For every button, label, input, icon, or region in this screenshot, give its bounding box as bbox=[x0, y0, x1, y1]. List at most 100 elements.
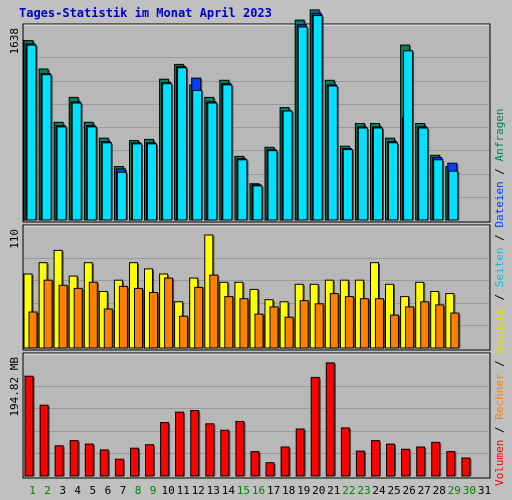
bar-rechner-day-24 bbox=[375, 298, 384, 349]
legend-part-8: Dateien bbox=[493, 181, 506, 227]
x-tick-label-20: 20 bbox=[312, 484, 325, 497]
bar-volumen-day-28 bbox=[431, 441, 441, 477]
chart-title: Tages-Statistik im Monat April 2023 bbox=[19, 6, 272, 20]
legend-part-7: / bbox=[493, 228, 506, 248]
bar-rechner-day-7 bbox=[118, 285, 128, 349]
bar-rechner-day-21 bbox=[329, 293, 339, 349]
bar-rechner-day-26 bbox=[405, 306, 415, 349]
bar-rechner-day-18 bbox=[284, 316, 294, 349]
bar-seiten-day-2 bbox=[41, 74, 52, 221]
bar-volumen-day-18 bbox=[280, 446, 290, 477]
x-tick-label-23: 23 bbox=[357, 484, 370, 497]
bar-rechner-day-13 bbox=[209, 274, 219, 349]
series-rechner bbox=[28, 274, 461, 349]
bar-volumen-day-8 bbox=[130, 447, 139, 477]
bar-seiten-day-12 bbox=[192, 90, 203, 221]
bar-volumen-day-22 bbox=[340, 427, 350, 477]
bar-rechner-day-25 bbox=[390, 314, 399, 349]
x-tick-label-10: 10 bbox=[161, 484, 174, 497]
bar-volumen-day-4 bbox=[69, 440, 79, 477]
bar-seiten-day-26 bbox=[403, 50, 414, 221]
bar-rechner-day-12 bbox=[194, 286, 204, 349]
panel-3: 194.82 MB bbox=[8, 352, 491, 479]
bar-seiten-day-25 bbox=[388, 142, 398, 221]
bar-seiten-day-15 bbox=[237, 159, 248, 221]
bar-seiten-day-14 bbox=[222, 84, 233, 221]
bar-seiten-day-24 bbox=[373, 127, 383, 221]
panel-1: 1638 bbox=[8, 9, 491, 223]
bar-volumen-day-7 bbox=[114, 458, 124, 477]
bar-volumen-day-5 bbox=[84, 443, 94, 477]
legend-part-2: Rechner bbox=[493, 373, 506, 420]
bar-rechner-day-14 bbox=[224, 296, 234, 349]
x-tick-label-29: 29 bbox=[448, 484, 461, 497]
bar-rechner-day-28 bbox=[435, 304, 445, 349]
x-tick-label-19: 19 bbox=[297, 484, 310, 497]
series-seiten bbox=[26, 15, 460, 221]
bar-seiten-day-19 bbox=[297, 26, 308, 221]
bar-seiten-day-5 bbox=[86, 126, 97, 221]
x-tick-label-12: 12 bbox=[192, 484, 205, 497]
x-tick-label-9: 9 bbox=[150, 484, 157, 497]
bar-rechner-day-29 bbox=[450, 312, 460, 349]
x-tick-label-18: 18 bbox=[282, 484, 295, 497]
bar-rechner-day-5 bbox=[88, 281, 98, 349]
x-tick-label-4: 4 bbox=[74, 484, 81, 497]
y-axis-max-label: 194.82 MB bbox=[8, 357, 21, 417]
bar-volumen-day-1 bbox=[24, 375, 34, 477]
bar-volumen-day-10 bbox=[160, 422, 170, 477]
x-tick-label-31: 31 bbox=[478, 484, 491, 497]
bar-seiten-day-6 bbox=[101, 142, 112, 221]
bar-volumen-day-17 bbox=[265, 462, 275, 477]
legend-part-1: / bbox=[493, 420, 506, 440]
bar-volumen-day-12 bbox=[190, 410, 200, 477]
bar-seiten-day-1 bbox=[26, 44, 37, 221]
legend-part-0: Volumen bbox=[493, 440, 506, 486]
x-tick-label-8: 8 bbox=[135, 484, 142, 497]
x-tick-label-14: 14 bbox=[222, 484, 236, 497]
bar-seiten-day-22 bbox=[342, 149, 353, 221]
bar-volumen-day-24 bbox=[371, 440, 380, 477]
bar-volumen-day-26 bbox=[401, 448, 411, 477]
bar-volumen-day-11 bbox=[175, 411, 185, 477]
bar-rechner-day-4 bbox=[73, 287, 83, 349]
legend-part-9: / bbox=[493, 161, 506, 181]
bar-rechner-day-3 bbox=[58, 284, 68, 349]
bar-besuche-day-1 bbox=[23, 273, 33, 349]
bar-rechner-day-8 bbox=[134, 287, 143, 349]
bar-seiten-day-13 bbox=[207, 102, 218, 221]
bar-rechner-day-2 bbox=[43, 279, 53, 349]
bar-volumen-day-20 bbox=[310, 376, 320, 477]
bar-seiten-day-9 bbox=[147, 143, 157, 221]
bar-rechner-day-22 bbox=[344, 296, 354, 349]
bar-volumen-day-19 bbox=[295, 428, 305, 477]
x-tick-label-26: 26 bbox=[402, 484, 415, 497]
x-tick-label-7: 7 bbox=[120, 484, 127, 497]
series-volumen bbox=[24, 362, 472, 477]
bar-seiten-day-18 bbox=[282, 110, 293, 221]
bar-rechner-day-10 bbox=[164, 277, 174, 349]
bar-rechner-day-23 bbox=[359, 298, 369, 349]
bar-seiten-day-28 bbox=[433, 159, 444, 221]
bar-seiten-day-20 bbox=[312, 15, 323, 221]
x-tick-label-11: 11 bbox=[177, 484, 190, 497]
bar-volumen-day-16 bbox=[250, 451, 260, 477]
legend-part-4: Besuche bbox=[493, 307, 506, 353]
legend-part-10: Anfragen bbox=[493, 108, 506, 161]
bar-rechner-day-9 bbox=[149, 292, 158, 349]
x-tick-label-16: 16 bbox=[252, 484, 265, 497]
x-tick-label-30: 30 bbox=[463, 484, 476, 497]
x-tick-label-2: 2 bbox=[44, 484, 51, 497]
x-axis-labels: 1 2 3 4 5 6 7 8 9 10 11 12 13 14 15 16 17 18 19 20 21 22 23 24 2… bbox=[29, 484, 491, 497]
bar-rechner-day-15 bbox=[239, 298, 249, 349]
x-tick-label-21: 21 bbox=[327, 484, 340, 497]
x-tick-label-28: 28 bbox=[433, 484, 446, 497]
bar-seiten-day-7 bbox=[116, 171, 127, 221]
x-tick-label-25: 25 bbox=[387, 484, 400, 497]
legend-right: Volumen / Rechner / Besuche / Seiten / D… bbox=[493, 108, 506, 486]
bar-seiten-day-17 bbox=[267, 150, 278, 221]
legend-part-3: / bbox=[493, 354, 506, 374]
bar-volumen-day-15 bbox=[235, 421, 245, 477]
x-tick-label-22: 22 bbox=[342, 484, 355, 497]
